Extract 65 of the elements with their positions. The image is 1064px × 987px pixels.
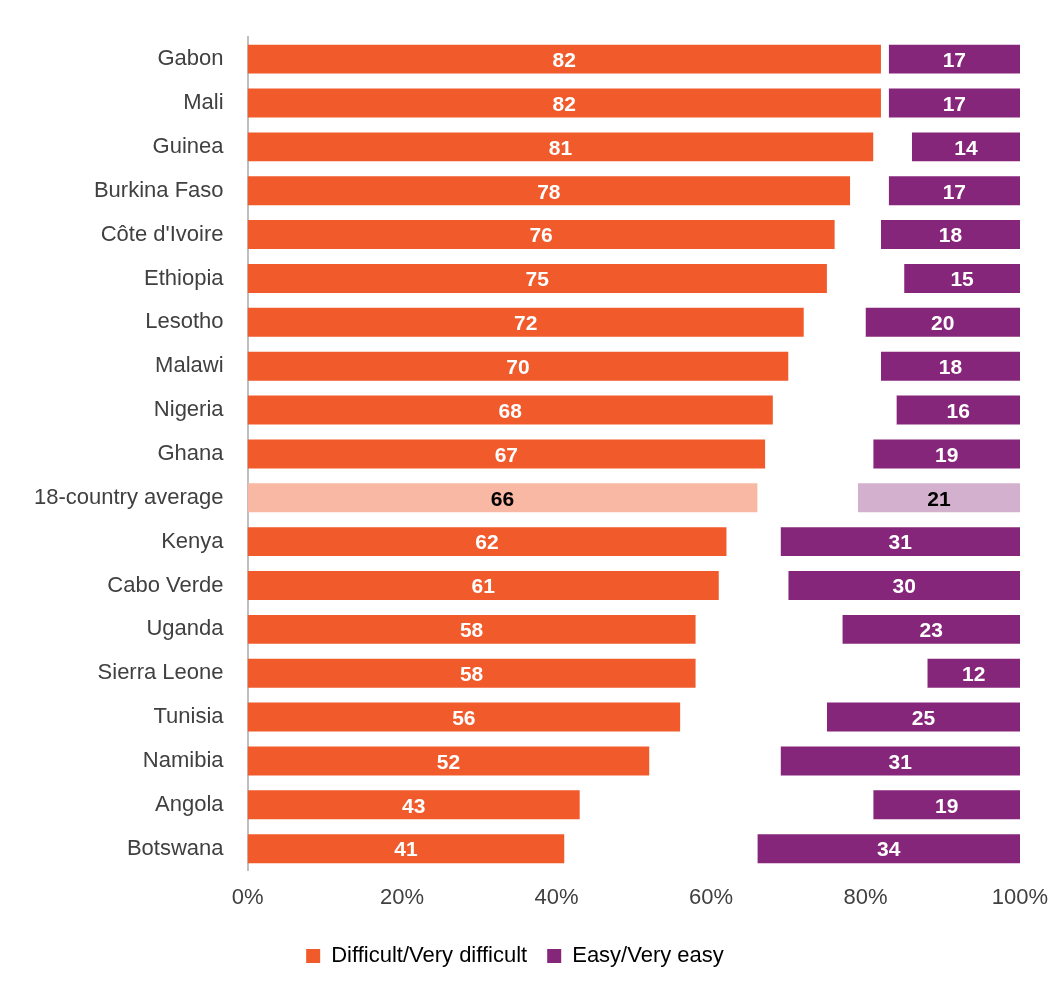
- data-label: 56: [452, 705, 476, 729]
- y-tick-label: Ghana: [157, 439, 225, 465]
- y-tick-label: Sierra Leone: [97, 659, 224, 685]
- data-label: 31: [888, 749, 913, 773]
- y-tick-label: Lesotho: [145, 308, 224, 334]
- y-tick-label: Angola: [155, 790, 225, 816]
- x-tick-label: 20%: [380, 883, 425, 909]
- data-label: 14: [954, 135, 978, 159]
- data-label: 66: [490, 486, 515, 510]
- data-label: 67: [494, 442, 518, 466]
- data-label: 78: [537, 179, 561, 203]
- data-label: 82: [552, 91, 576, 115]
- y-tick-label: Ethiopia: [144, 264, 225, 290]
- data-label: 15: [950, 267, 975, 291]
- data-label: 58: [459, 618, 484, 642]
- data-label: 17: [942, 91, 967, 115]
- data-label: 70: [506, 354, 530, 378]
- data-label: 20: [931, 311, 955, 335]
- y-tick-label: Côte d'Ivoire: [100, 220, 224, 246]
- y-tick-label: Guinea: [152, 132, 225, 158]
- data-label: 19: [934, 793, 959, 817]
- data-label: 68: [498, 398, 523, 422]
- y-tick-label: Burkina Faso: [93, 176, 224, 202]
- data-label: 23: [919, 618, 943, 642]
- y-tick-label: Botswana: [126, 834, 225, 860]
- data-label: 76: [529, 223, 553, 247]
- x-tick-label: 60%: [689, 883, 734, 909]
- y-tick-label: Mali: [183, 89, 224, 115]
- y-tick-label: Gabon: [157, 45, 224, 71]
- y-tick-label: Tunisia: [153, 703, 225, 729]
- y-tick-label: Kenya: [161, 527, 225, 553]
- x-tick-label: 100%: [991, 883, 1049, 909]
- data-label: 52: [436, 749, 461, 773]
- data-label: 61: [471, 574, 496, 598]
- legend-label: Difficult/Very difficult: [331, 942, 528, 968]
- data-label: 19: [934, 442, 959, 466]
- data-label: 58: [459, 662, 484, 686]
- data-label: 34: [877, 837, 901, 861]
- x-tick-label: 80%: [843, 883, 888, 909]
- data-label: 31: [888, 530, 913, 554]
- data-label: 18: [938, 354, 963, 378]
- data-label: 17: [942, 179, 967, 203]
- legend-label: Easy/Very easy: [572, 942, 724, 968]
- y-tick-label: Nigeria: [153, 396, 225, 422]
- y-tick-label: Namibia: [142, 747, 225, 772]
- y-tick-label: 18-country average: [33, 483, 224, 509]
- data-label: 18: [938, 223, 963, 247]
- x-tick-label: 40%: [534, 883, 579, 909]
- data-label: 62: [475, 530, 499, 554]
- y-tick-label: Cabo Verde: [107, 571, 224, 597]
- data-label: 43: [401, 793, 426, 817]
- data-label: 21: [927, 486, 951, 510]
- data-label: 72: [513, 311, 538, 335]
- data-label: 12: [961, 662, 986, 686]
- data-label: 81: [548, 135, 573, 159]
- data-label: 17: [942, 47, 967, 71]
- data-label: 41: [394, 837, 418, 861]
- y-tick-label: Uganda: [146, 615, 225, 641]
- data-label: 30: [892, 574, 916, 598]
- data-label: 82: [552, 47, 576, 71]
- data-label: 75: [525, 267, 550, 291]
- x-tick-label: 0%: [231, 883, 264, 909]
- y-tick-label: Malawi: [155, 352, 224, 378]
- data-label: 16: [946, 398, 970, 422]
- data-label: 25: [911, 705, 936, 729]
